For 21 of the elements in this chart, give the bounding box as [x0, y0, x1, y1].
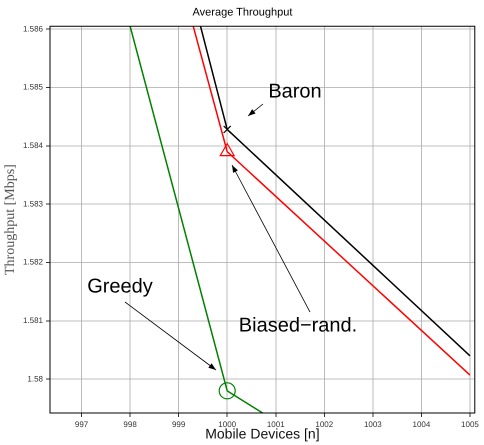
y-tick-label: 1.583 — [22, 199, 44, 208]
y-tick-label: 1.584 — [22, 141, 44, 150]
y-tick-label: 1.581 — [22, 316, 44, 326]
x-tick-label: 1001 — [266, 420, 286, 430]
annotation: Greedy — [87, 276, 153, 298]
annotation: Biased−rand. — [238, 314, 358, 337]
annotation: Baron — [268, 80, 322, 103]
x-tick-label: 1000 — [218, 420, 237, 430]
y-tick-label: 1.582 — [22, 258, 44, 267]
x-tick-label: 1002 — [315, 420, 334, 430]
y-tick-label: 1.585 — [22, 82, 44, 92]
x-tick-label: 997 — [74, 420, 89, 430]
y-axis-title: Throughput [Mbps] — [3, 164, 18, 276]
x-tick-label: 1003 — [364, 420, 382, 430]
x-tick-label: 1004 — [412, 420, 431, 430]
x-tick-label: 999 — [172, 420, 186, 430]
x-tick-label: 998 — [123, 420, 138, 430]
chart-title: Average Throughput — [192, 6, 292, 19]
y-tick-label: 1.58 — [27, 374, 44, 384]
y-tick-label: 1.586 — [22, 24, 44, 34]
x-tick-label: 1005 — [461, 420, 480, 430]
